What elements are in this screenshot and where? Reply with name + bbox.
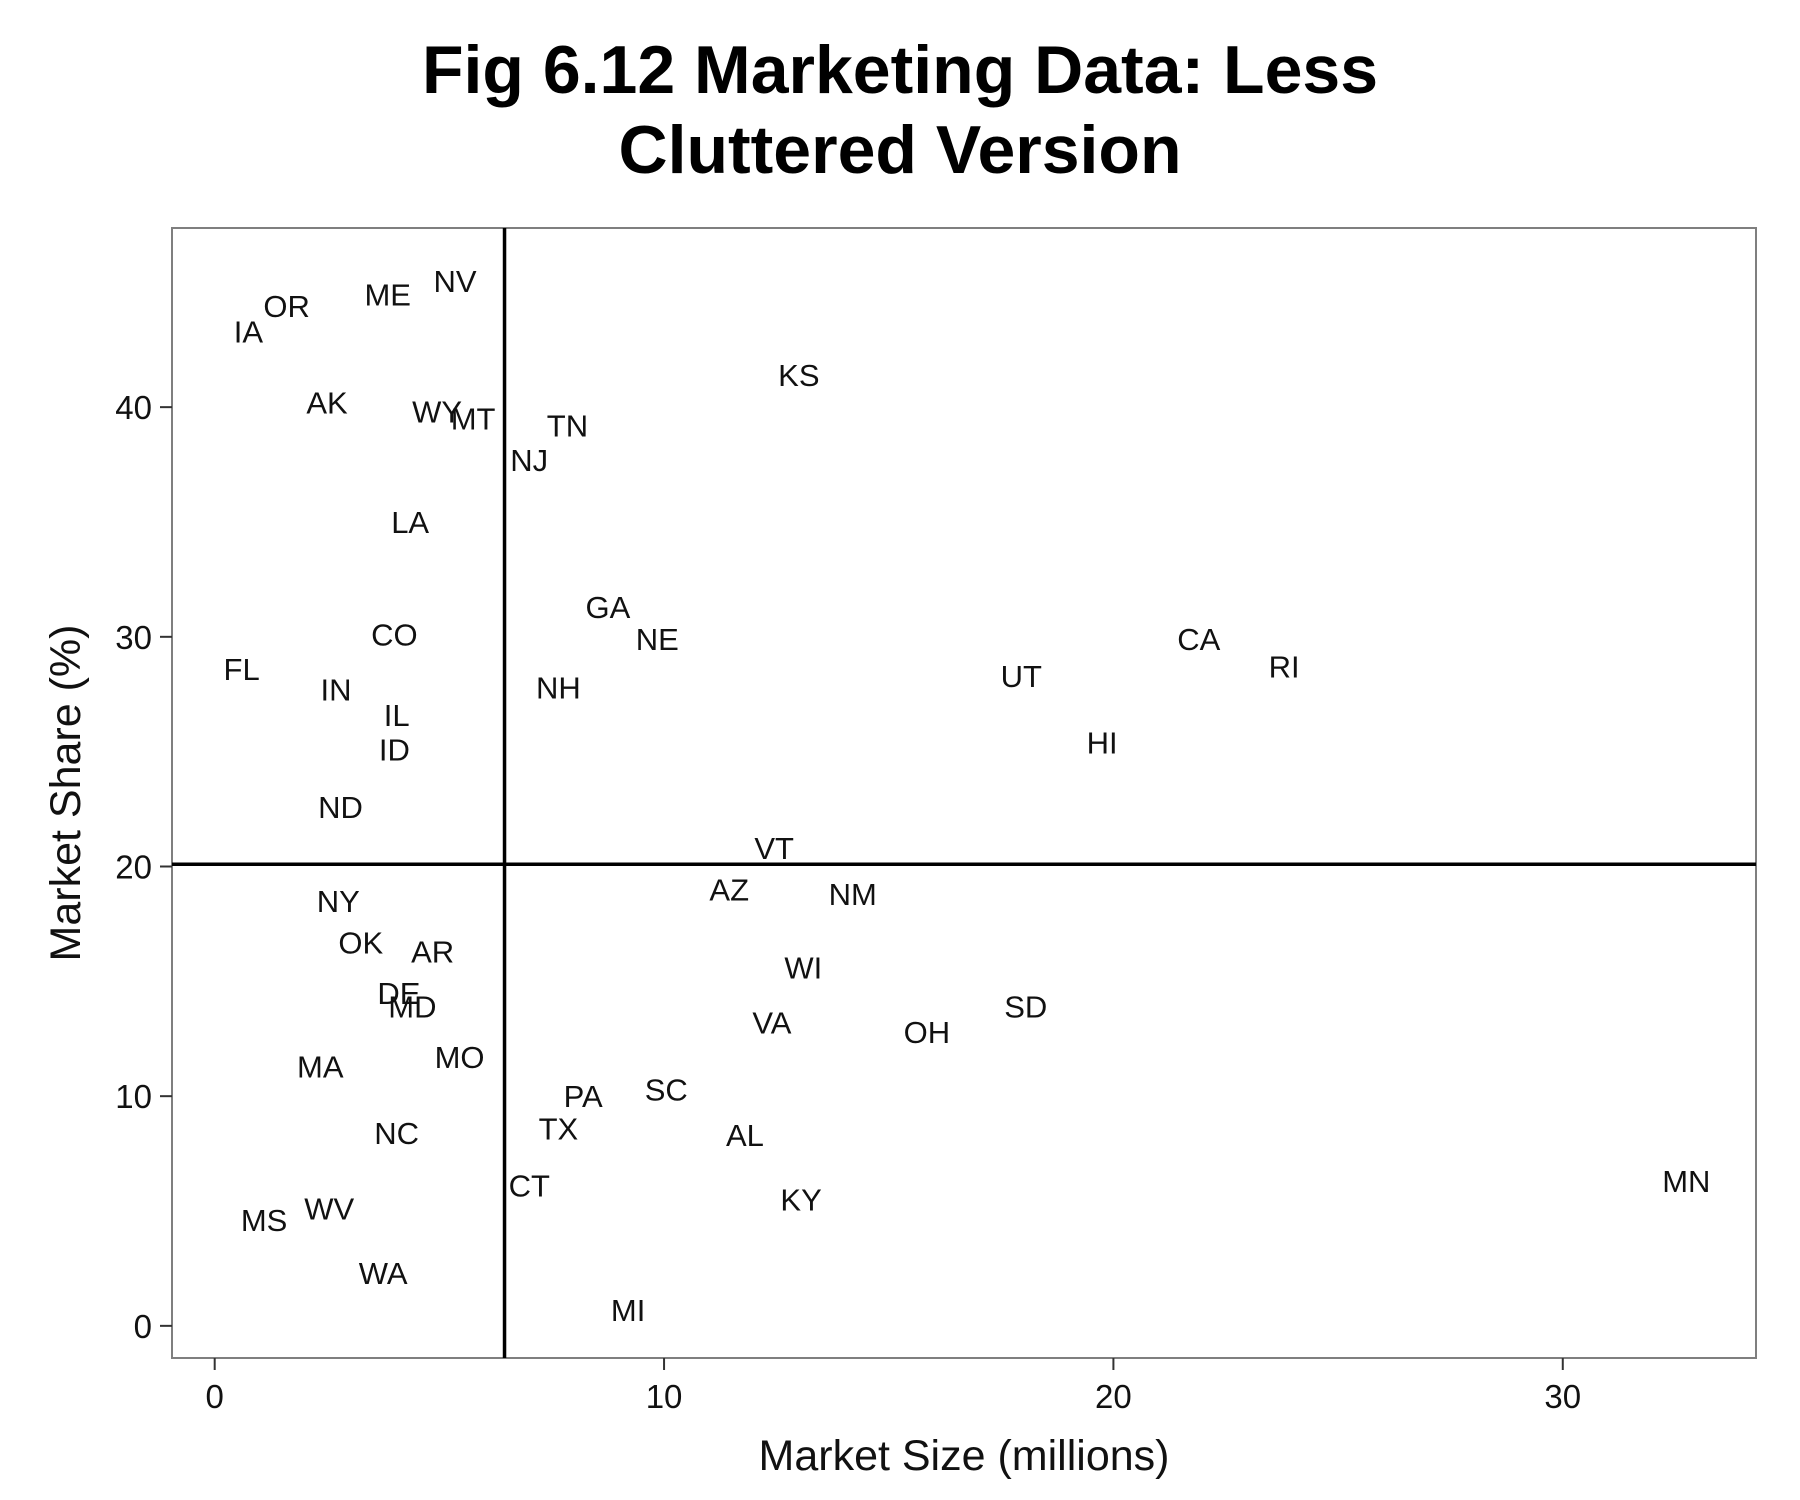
point-label-nc: NC xyxy=(374,1116,419,1151)
plot-panel xyxy=(171,227,1757,1359)
y-tick-label: 20 xyxy=(115,848,152,885)
point-label-md: MD xyxy=(388,990,436,1025)
point-label-ok: OK xyxy=(338,925,383,960)
y-tick-label: 0 xyxy=(134,1308,152,1345)
point-label-in: IN xyxy=(321,673,352,708)
point-label-nd: ND xyxy=(318,790,363,825)
point-label-sc: SC xyxy=(645,1072,688,1107)
point-label-ga: GA xyxy=(585,590,630,625)
y-tick-label: 10 xyxy=(115,1078,152,1115)
chart-title: Fig 6.12 Marketing Data: Less Cluttered … xyxy=(0,30,1800,190)
point-label-mt: MT xyxy=(451,402,496,437)
point-label-nv: NV xyxy=(434,264,477,299)
point-label-ri: RI xyxy=(1269,650,1300,685)
point-label-ct: CT xyxy=(509,1169,550,1204)
point-label-ia: IA xyxy=(234,314,264,349)
point-label-mi: MI xyxy=(611,1293,645,1328)
point-label-mo: MO xyxy=(435,1040,485,1075)
point-label-de: DE xyxy=(377,976,420,1011)
x-axis-title: Market Size (millions) xyxy=(759,1432,1170,1480)
point-label-id: ID xyxy=(379,732,410,767)
point-label-or: OR xyxy=(263,289,310,324)
point-label-vt: VT xyxy=(754,831,794,866)
point-label-nh: NH xyxy=(536,670,581,705)
reference-lines xyxy=(172,228,1756,1358)
point-label-va: VA xyxy=(752,1006,791,1041)
point-label-me: ME xyxy=(364,278,411,313)
point-label-wi: WI xyxy=(784,951,822,986)
point-label-ma: MA xyxy=(297,1049,344,1084)
point-label-tx: TX xyxy=(539,1111,579,1146)
point-label-ca: CA xyxy=(1177,622,1220,657)
x-tick-label: 10 xyxy=(646,1378,683,1415)
y-tick-label: 40 xyxy=(115,389,152,426)
point-label-ms: MS xyxy=(241,1203,288,1238)
point-label-az: AZ xyxy=(709,872,749,907)
point-label-mn: MN xyxy=(1662,1164,1710,1199)
y-tick-label: 30 xyxy=(115,619,152,656)
point-label-nj: NJ xyxy=(510,443,548,478)
chart-title-line-1: Fig 6.12 Marketing Data: Less xyxy=(421,32,1379,108)
point-label-ut: UT xyxy=(1001,659,1042,694)
point-label-ar: AR xyxy=(411,934,454,969)
point-label-nm: NM xyxy=(829,877,877,912)
point-label-ks: KS xyxy=(778,358,819,393)
point-label-fl: FL xyxy=(224,652,260,687)
point-label-al: AL xyxy=(726,1118,764,1153)
point-label-ak: AK xyxy=(306,386,348,421)
point-label-ne: NE xyxy=(636,622,679,657)
point-label-wa: WA xyxy=(359,1256,408,1291)
point-label-il: IL xyxy=(384,698,410,733)
point-label-co: CO xyxy=(371,618,418,653)
chart-title-line-2: Cluttered Version xyxy=(618,112,1182,188)
point-label-ky: KY xyxy=(780,1183,821,1218)
point-label-wv: WV xyxy=(304,1192,354,1227)
x-tick-label: 0 xyxy=(206,1378,224,1415)
y-axis: 0 10 20 30 40 xyxy=(115,389,172,1345)
x-tick-label: 20 xyxy=(1095,1378,1132,1415)
point-label-oh: OH xyxy=(904,1015,951,1050)
x-axis: 0 10 20 30 xyxy=(206,1358,1581,1415)
point-label-hi: HI xyxy=(1087,725,1118,760)
x-tick-label: 30 xyxy=(1544,1378,1581,1415)
point-label-la: LA xyxy=(391,505,429,540)
point-label-wy: WY xyxy=(412,395,462,430)
point-label-tn: TN xyxy=(547,409,588,444)
point-label-ny: NY xyxy=(317,884,360,919)
point-label-sd: SD xyxy=(1004,990,1047,1025)
y-axis-title: Market Share (%) xyxy=(42,625,90,962)
point-label-pa: PA xyxy=(564,1079,603,1114)
